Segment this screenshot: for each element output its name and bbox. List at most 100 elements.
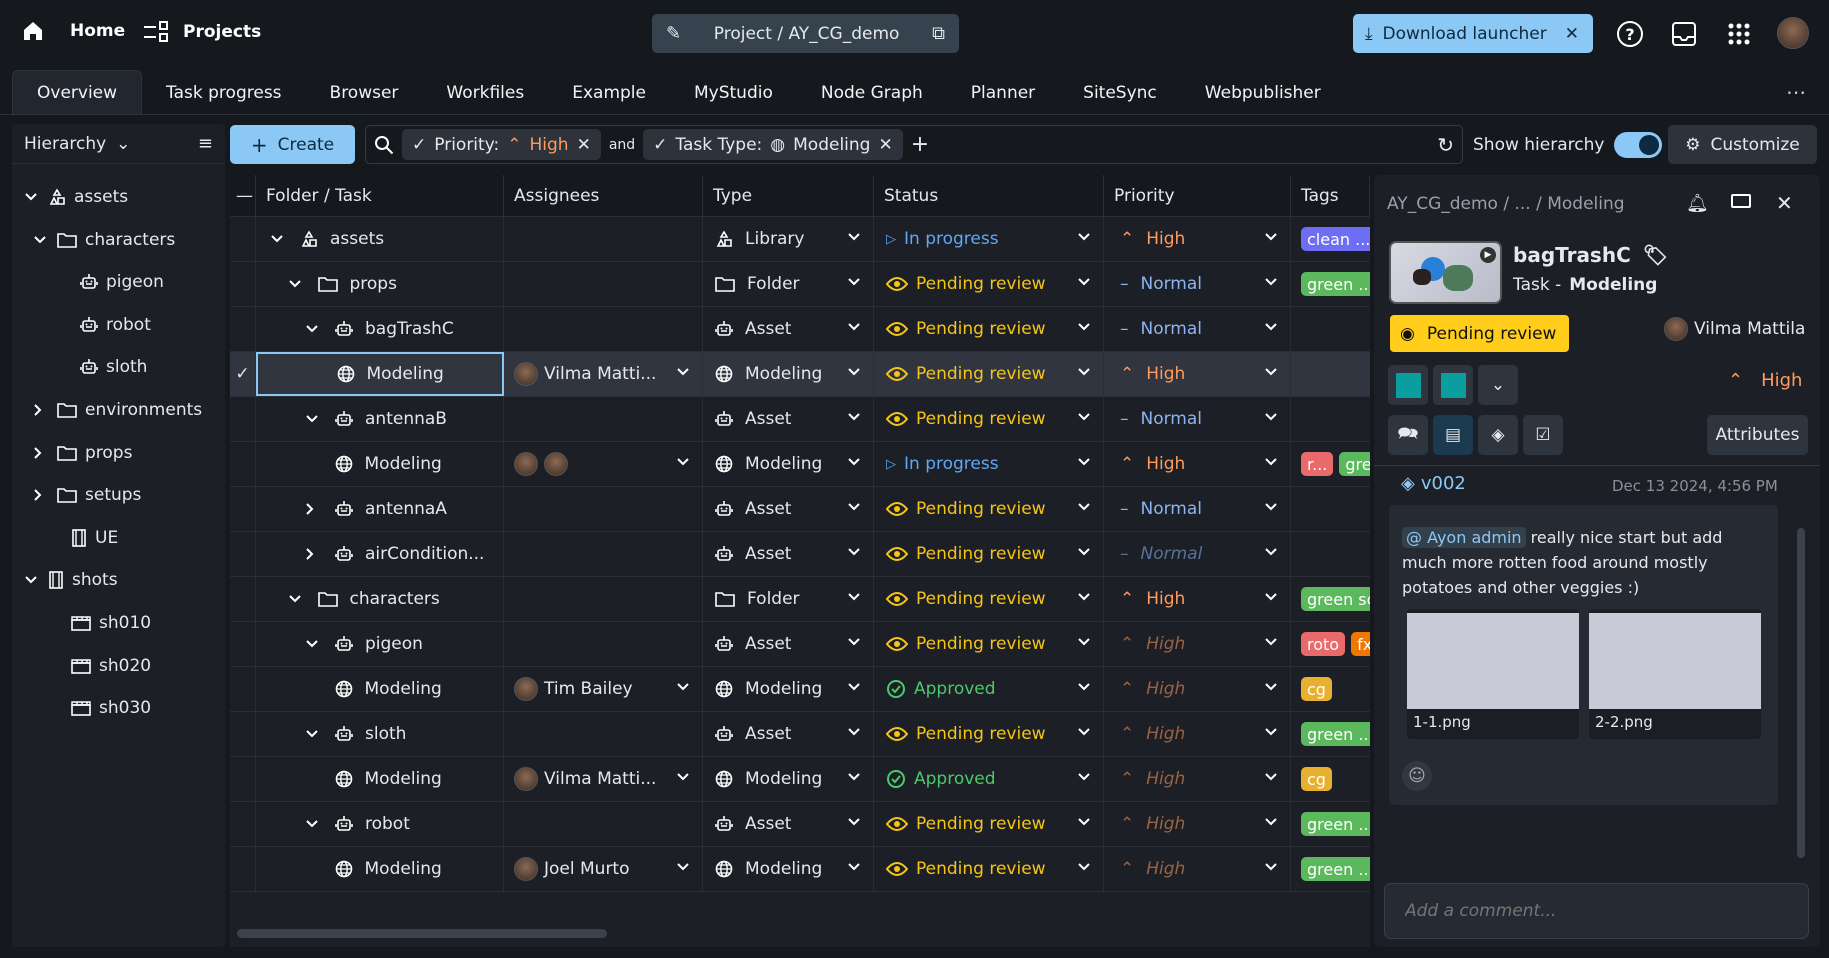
chevron-down-icon[interactable] [1264,322,1278,332]
chevron-down-icon[interactable] [847,412,861,422]
type-cell[interactable]: Folder [703,262,874,306]
assignees-cell[interactable] [504,622,703,666]
chevron-down-icon[interactable] [1077,772,1091,782]
chevron-down-icon[interactable] [305,414,319,424]
tags-cell[interactable] [1291,487,1370,531]
chevron-down-icon[interactable] [847,682,861,692]
comments-button[interactable]: ▤ [1433,415,1473,455]
tree-item[interactable]: UE [33,517,118,559]
row-select[interactable] [230,622,256,666]
download-launcher-button[interactable]: ⤓ Download launcher ✕ [1353,14,1593,53]
chevron-down-icon[interactable] [288,594,302,604]
collapse-all-button[interactable]: — [230,175,256,217]
status-cell[interactable]: Pending review [874,487,1104,531]
table-row[interactable]: Modeling Modeling ▷ In progress ⌃ High r..… [230,442,1370,487]
type-cell[interactable]: Asset [703,712,874,756]
row-select[interactable]: ✓ [230,352,256,396]
tags-cell[interactable]: cg [1291,757,1370,801]
panel-scrollbar[interactable] [1797,528,1805,858]
chevron-down-icon[interactable] [676,862,690,872]
row-select[interactable] [230,307,256,351]
row-select[interactable] [230,532,256,576]
chevron-down-icon[interactable] [1264,862,1278,872]
chevron-down-icon[interactable] [1264,682,1278,692]
priority-cell[interactable]: – Normal [1104,397,1291,441]
priority-cell[interactable]: ⌃ High [1104,442,1291,486]
app-maya-button[interactable] [1433,365,1473,405]
folder-task-cell[interactable]: Modeling [256,847,504,891]
status-cell[interactable]: Pending review [874,577,1104,621]
assignees-cell[interactable]: Tim Bailey [504,667,703,711]
type-cell[interactable]: Modeling [703,352,874,396]
customize-button[interactable]: ⚙ Customize [1668,125,1817,164]
tab-example[interactable]: Example [572,82,646,103]
folder-task-cell[interactable]: Modeling [256,442,504,486]
chevron-down-icon[interactable] [847,817,861,827]
attachment[interactable]: 1-1.png [1407,609,1579,739]
tags-cell[interactable]: clean ... [1291,217,1370,261]
chevron-down-icon[interactable] [847,367,861,377]
chevron-down-icon[interactable] [1264,412,1278,422]
tree-item[interactable]: setups [33,474,141,516]
tags-cell[interactable] [1291,307,1370,351]
tab-sitesync[interactable]: SiteSync [1083,82,1157,103]
tab-task-progress[interactable]: Task progress [166,82,282,103]
refresh-icon[interactable]: ↻ [1437,132,1454,157]
show-hierarchy-toggle[interactable] [1614,131,1663,158]
type-cell[interactable]: Asset [703,802,874,846]
apps-grid-icon[interactable] [1723,18,1755,50]
priority-cell[interactable]: ⌃ High [1104,757,1291,801]
folder-task-cell[interactable]: antennaA [256,487,504,531]
attachment[interactable]: 2-2.png [1589,609,1761,739]
column-header[interactable]: Assignees [504,175,703,217]
status-cell[interactable]: Pending review [874,622,1104,666]
copy-icon[interactable]: ⧉ [932,23,945,44]
user-avatar[interactable] [1777,17,1809,49]
priority-cell[interactable]: ⌃ High [1104,622,1291,666]
table-row[interactable]: Modeling Tim Bailey Modeling Approved ⌃ H… [230,667,1370,712]
app-maya-button[interactable] [1388,365,1428,405]
tree-item[interactable]: sloth [42,346,147,388]
table-row[interactable]: Modeling Vilma Matti... Modeling Approve… [230,757,1370,802]
chevron-down-icon[interactable] [1077,502,1091,512]
row-select[interactable] [230,487,256,531]
home-link[interactable]: Home [22,20,125,42]
chevron-right-icon[interactable] [33,488,49,502]
chevron-down-icon[interactable] [1264,727,1278,737]
chevron-down-icon[interactable] [847,772,861,782]
type-cell[interactable]: Modeling [703,667,874,711]
table-row[interactable]: robot Asset Pending review ⌃ High green .… [230,802,1370,847]
assignees-cell[interactable] [504,217,703,261]
tree-item[interactable]: assets [24,176,128,218]
chevron-down-icon[interactable] [847,277,861,287]
table-row[interactable]: antennaB Asset Pending review – Normal [230,397,1370,442]
chevron-down-icon[interactable] [676,457,690,467]
version-link[interactable]: ◈ v002 [1401,473,1466,494]
tab-browser[interactable]: Browser [329,82,399,103]
tab-mystudio[interactable]: MyStudio [693,82,773,103]
chevron-down-icon[interactable] [1264,367,1278,377]
folder-task-cell[interactable]: airCondition... [256,532,504,576]
chevron-down-icon[interactable] [1264,772,1278,782]
remove-filter-icon[interactable]: ✕ [878,134,893,155]
chevron-right-icon[interactable] [305,502,315,516]
assignees-cell[interactable] [504,802,703,846]
activity-button[interactable]: 🗪︎ [1388,415,1428,455]
row-select[interactable] [230,667,256,711]
folder-task-cell[interactable]: Modeling [256,667,504,711]
picture-in-picture-icon[interactable] [1731,194,1751,208]
chevron-down-icon[interactable] [1264,457,1278,467]
row-select[interactable] [230,397,256,441]
chevron-down-icon[interactable] [1077,637,1091,647]
tree-item[interactable]: sh020 [33,645,151,687]
tab-workfiles[interactable]: Workfiles [446,82,525,103]
mention[interactable]: @ Ayon admin [1402,527,1526,548]
assignees-cell[interactable] [504,262,703,306]
tags-cell[interactable]: green sc [1291,577,1370,621]
row-select[interactable] [230,847,256,891]
comment-input[interactable] [1384,883,1809,939]
type-cell[interactable]: Modeling [703,442,874,486]
type-cell[interactable]: Asset [703,307,874,351]
horizontal-scrollbar[interactable] [237,929,607,938]
tags-cell[interactable] [1291,532,1370,576]
